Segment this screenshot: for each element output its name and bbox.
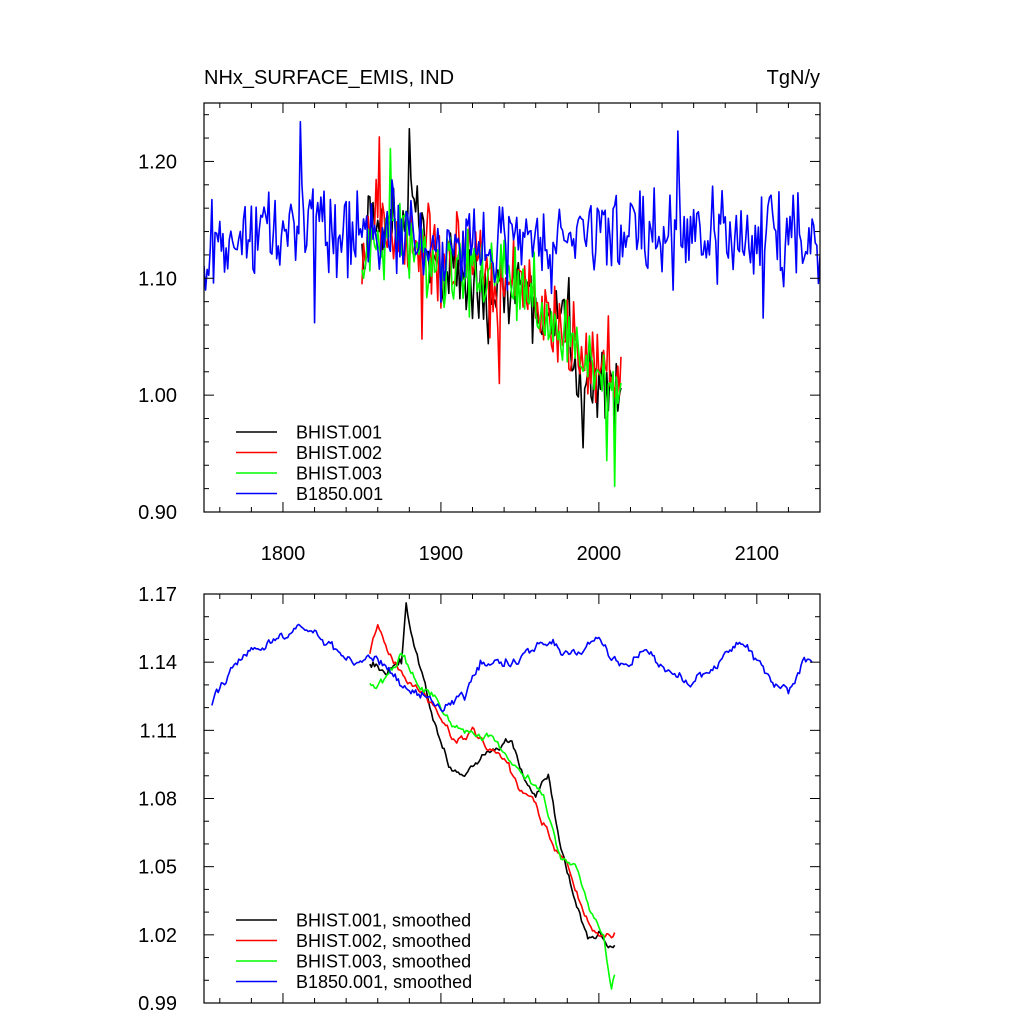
series-line-2 — [361, 136, 622, 404]
y-tick-label: 1.10 — [138, 268, 177, 290]
y-tick-label: 1.20 — [138, 151, 177, 173]
series-line-4 — [211, 623, 813, 713]
y-tick-label: 0.99 — [138, 993, 177, 1015]
series-line-2 — [369, 623, 616, 939]
plot-frame — [203, 102, 821, 513]
legend-label: BHIST.003, smoothed — [296, 952, 471, 972]
legend-label: BHIST.001, smoothed — [296, 911, 471, 931]
y-tick-label: 1.17 — [138, 584, 177, 606]
y-tick-label: 1.08 — [138, 789, 177, 811]
axes-layer: 1800 1900 2000 2100 0.90 1.00 1.10 1.20 — [138, 102, 821, 565]
y-tick-label: 1.02 — [138, 925, 177, 947]
axes-layer: 0.99 1.02 1.05 1.08 1.11 1.14 1.17 — [138, 584, 821, 1015]
series-line-4 — [204, 120, 820, 324]
series-layer — [211, 602, 813, 990]
y-tick-label: 1.05 — [138, 857, 177, 879]
y-tick-label: 1.11 — [140, 720, 177, 742]
y-tick-label: 0.90 — [138, 502, 177, 524]
y-tick-label: 1.00 — [138, 385, 177, 407]
x-tick-label: 1900 — [419, 543, 464, 565]
chart-title: NHx_SURFACE_EMIS, IND — [204, 67, 454, 89]
x-tick-label: 2100 — [735, 543, 780, 565]
series-line-3 — [361, 147, 622, 488]
series-line-3 — [369, 652, 616, 990]
x-tick-label: 2000 — [577, 543, 622, 565]
y-tick-label: 1.14 — [138, 652, 177, 674]
series-layer — [204, 120, 820, 488]
legend-label: B1850.001, smoothed — [296, 972, 472, 992]
bottom-panel: 0.99 1.02 1.05 1.08 1.11 1.14 1.17 BHIST.001, … — [138, 584, 821, 1015]
legend-label: BHIST.002 — [296, 443, 382, 463]
legend-label: BHIST.003 — [296, 464, 382, 484]
x-tick-label: 1800 — [261, 543, 306, 565]
units-label: TgN/y — [767, 67, 820, 89]
legend-label: BHIST.001 — [296, 423, 382, 443]
top-panel: NHx_SURFACE_EMIS, IND TgN/y 1800 1900 2000… — [138, 67, 821, 565]
legend-label: BHIST.002, smoothed — [296, 931, 471, 951]
legend-label: B1850.001 — [296, 484, 383, 504]
